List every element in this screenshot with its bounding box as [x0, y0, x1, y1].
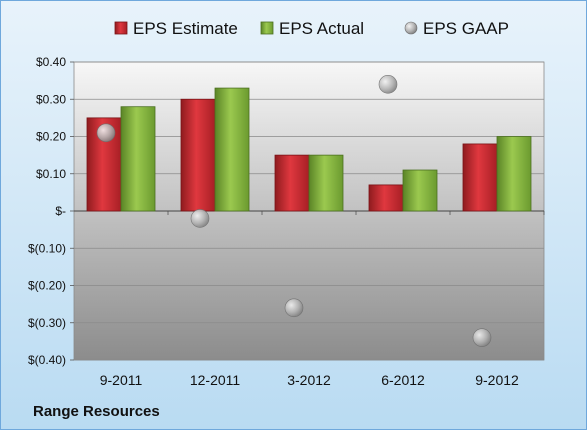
y-tick-label: $(0.10)	[28, 241, 66, 255]
y-tick-label: $0.20	[36, 130, 66, 144]
bar-eps-estimate	[368, 184, 404, 212]
legend-label: EPS Actual	[279, 19, 364, 38]
x-tick-label: 9-2012	[475, 372, 519, 388]
legend-label: EPS GAAP	[423, 19, 509, 38]
x-tick-label: 6-2012	[381, 372, 425, 388]
x-axis-ticks: 9-2011 12-2011 3-2012 6-2012 9-2012	[100, 372, 519, 388]
x-tick-label: 9-2011	[100, 372, 143, 388]
legend-swatch	[404, 21, 418, 35]
legend-swatch	[114, 21, 128, 35]
bar-eps-estimate	[462, 143, 498, 212]
marker-eps-gaap	[378, 75, 398, 94]
marker-eps-gaap	[284, 298, 304, 318]
y-tick-label: $(0.40)	[28, 353, 66, 367]
x-tick-label: 3-2012	[287, 372, 331, 388]
marker-eps-gaap	[96, 123, 116, 143]
legend-label: EPS Estimate	[133, 19, 238, 38]
bar-eps-actual	[214, 87, 250, 212]
y-tick-label: $0.10	[36, 167, 66, 181]
bar-eps-actual	[120, 106, 156, 212]
y-tick-label: $-	[55, 204, 66, 218]
bar-eps-estimate	[274, 154, 310, 212]
gaap-markers	[96, 75, 492, 347]
y-tick-label: $(0.30)	[28, 316, 66, 330]
y-tick-label: $(0.20)	[28, 279, 66, 293]
y-tick-label: $0.40	[36, 55, 66, 69]
bar-eps-actual	[496, 136, 532, 212]
marker-eps-gaap	[190, 209, 210, 228]
x-tick-label: 12-2011	[190, 372, 241, 388]
bar-eps-estimate	[180, 98, 216, 212]
bar-eps-actual	[308, 154, 344, 212]
footer-label: Range Resources	[33, 403, 160, 420]
bars	[86, 87, 532, 212]
marker-eps-gaap	[472, 328, 492, 347]
legend-swatch	[260, 21, 274, 35]
bar-eps-actual	[402, 169, 438, 212]
y-tick-label: $0.30	[36, 92, 66, 106]
legend: EPS Estimate EPS Actual EPS GAAP	[114, 19, 509, 38]
y-axis-ticks: $0.40 $0.30 $0.20 $0.10 $- $(0.10) $(0.20) $(0.…	[28, 55, 66, 367]
